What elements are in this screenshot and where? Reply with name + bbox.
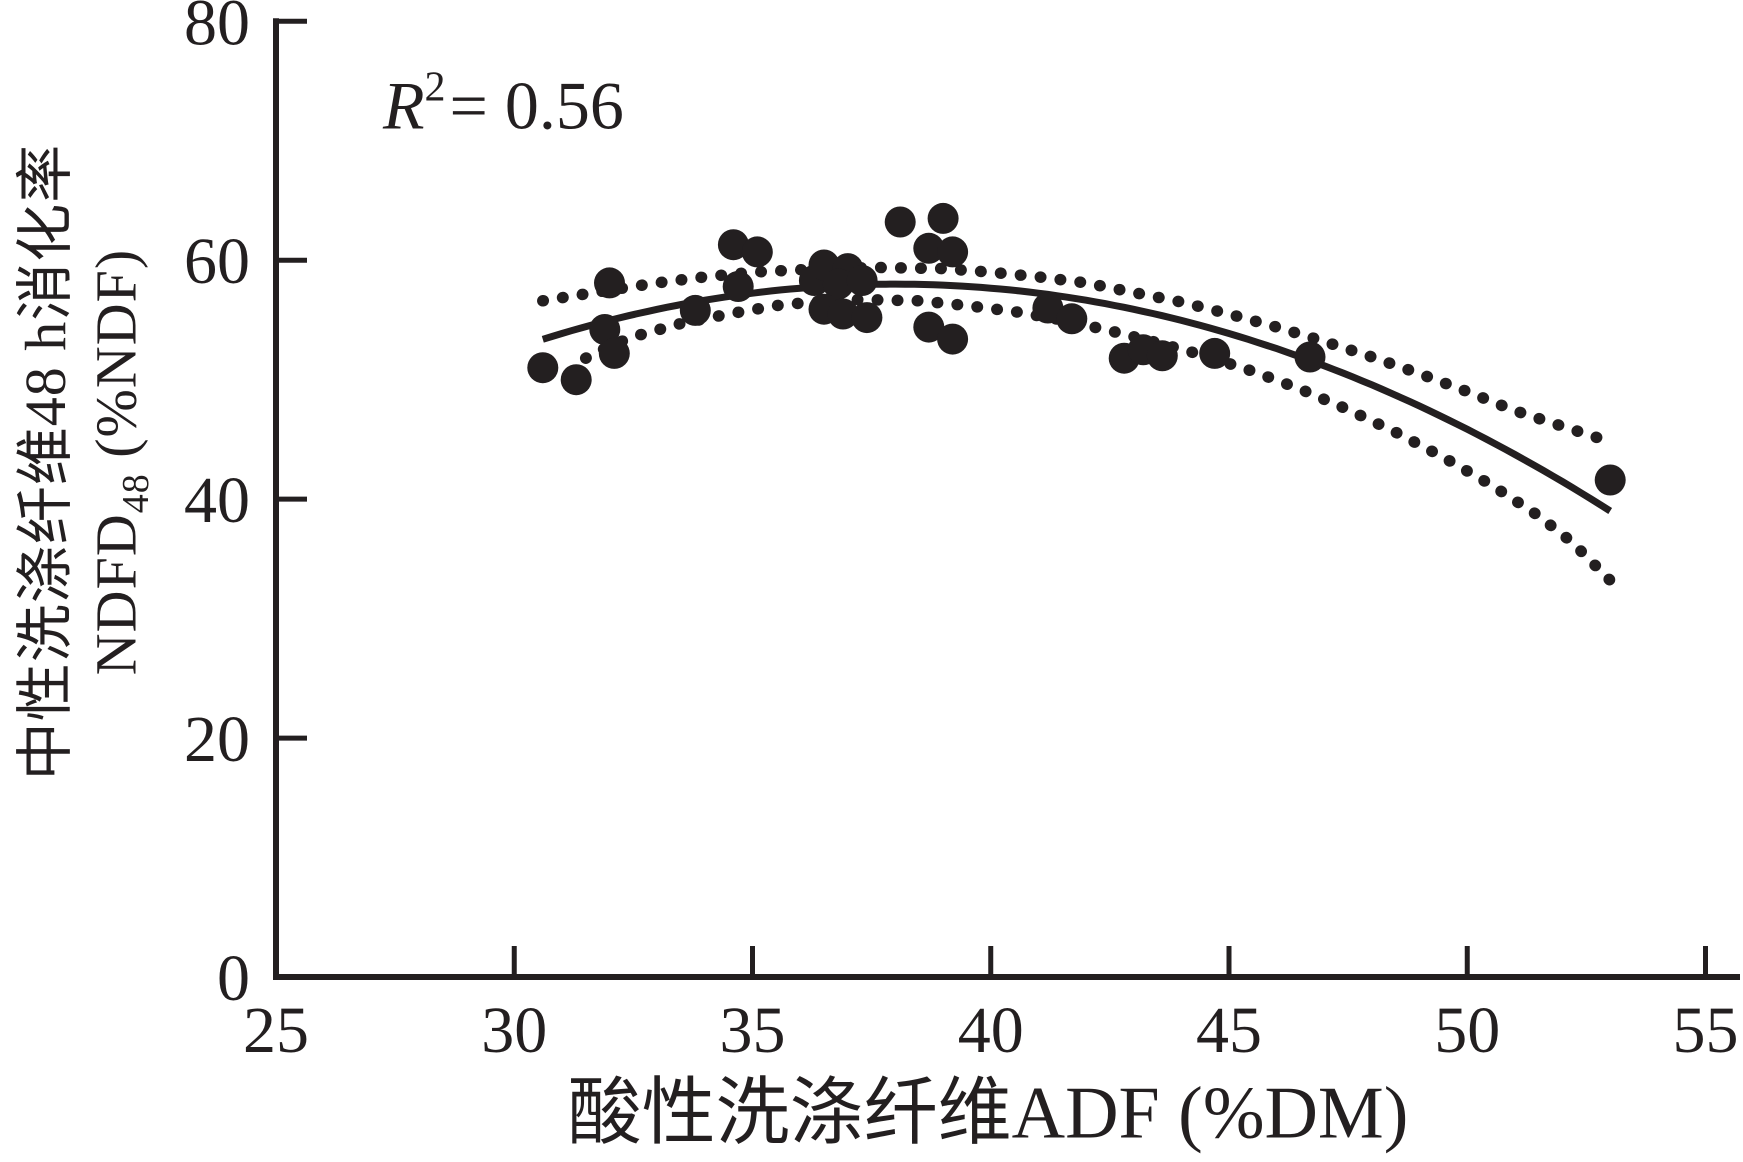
y-axis-label-en-units: (%NDF) <box>83 248 149 474</box>
data-point <box>884 206 916 238</box>
y-tick-label: 40 <box>184 464 250 537</box>
data-point <box>741 236 773 268</box>
r-squared-annotation: R2= 0.56 <box>383 64 624 146</box>
data-point <box>1594 464 1626 496</box>
confidence-band-upper <box>537 261 1616 448</box>
data-point <box>827 298 859 330</box>
x-axis-label: 酸性洗涤纤维ADF (%DM) <box>567 1072 1409 1155</box>
data-point <box>589 314 621 345</box>
data-point <box>1146 340 1178 372</box>
data-point <box>717 229 749 261</box>
data-point <box>846 265 878 296</box>
data-point <box>913 311 945 343</box>
x-tick-label: 40 <box>958 994 1024 1067</box>
y-axis-label-en: NDFD48 (%NDF) <box>83 248 158 676</box>
x-tick-label: 55 <box>1673 994 1739 1067</box>
data-point <box>594 267 625 299</box>
data-point <box>927 202 959 234</box>
data-point <box>722 271 754 302</box>
data-point <box>937 323 969 355</box>
data-point <box>560 364 592 396</box>
data-point <box>1294 341 1326 373</box>
data-point <box>913 232 945 264</box>
x-tick-label: 30 <box>481 994 547 1067</box>
r-squared-value: = 0.56 <box>449 67 624 144</box>
data-point <box>822 268 854 300</box>
confidence-band-lower <box>579 293 1616 587</box>
y-axis-label-en-subscript: 48 <box>115 473 158 514</box>
y-tick-label: 20 <box>184 703 250 776</box>
x-tick-label: 25 <box>243 994 309 1067</box>
y-tick-label: 80 <box>184 0 250 59</box>
data-point <box>527 352 559 384</box>
y-tick-label: 60 <box>184 225 250 298</box>
data-point <box>679 294 711 326</box>
data-point <box>598 337 630 369</box>
r-squared-exponent: 2 <box>424 64 446 111</box>
fit-curve <box>541 280 1613 514</box>
data-point <box>851 302 883 334</box>
y-axis-label-cn: 中性洗涤纤维48 h消化率 <box>0 144 82 781</box>
x-tick-label: 50 <box>1434 994 1500 1067</box>
y-axis-label-cn-text: 中性洗涤纤维48 h消化率 <box>13 143 78 781</box>
data-point <box>1032 292 1064 324</box>
y-tick-label: 0 <box>217 942 250 1015</box>
x-tick-label: 35 <box>720 994 786 1067</box>
y-axis-label-en-main: NDFD <box>83 513 149 676</box>
r-squared-symbol: R <box>383 67 425 144</box>
data-point <box>937 236 969 268</box>
data-point <box>1056 303 1088 335</box>
x-tick-label: 45 <box>1196 994 1262 1067</box>
data-point <box>1199 337 1231 369</box>
